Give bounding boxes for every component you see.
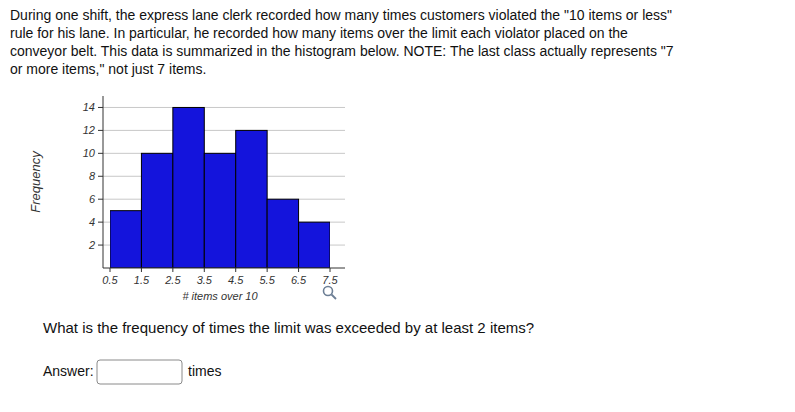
x-tick-label: 7.5 (322, 274, 338, 286)
page: During one shift, the express lane clerk… (0, 0, 795, 412)
zoom-icon[interactable] (324, 287, 337, 300)
intro-line: rule for his lane. In particular, he rec… (10, 25, 628, 41)
chart: 2 4 6 8 10 12 14 0.5 1.5 2.5 3.5 4.5 5.5 6.5 7.5 # item… (28, 96, 345, 302)
x-axis-label: # items over 10 (182, 290, 258, 302)
histogram-bar (110, 211, 141, 268)
y-tick (98, 199, 103, 200)
x-tick (204, 268, 205, 272)
y-tick-label: 6 (89, 193, 96, 205)
histogram-bar (236, 130, 267, 268)
y-tick (98, 222, 103, 223)
answer-input[interactable] (97, 360, 182, 384)
x-tick (267, 268, 268, 272)
zoom-icon-lens (324, 287, 333, 296)
grid-line (103, 130, 345, 131)
y-tick-label: 10 (83, 147, 96, 159)
x-tick-label: 5.5 (259, 274, 275, 286)
x-tick (141, 268, 142, 272)
y-tick (98, 245, 103, 246)
histogram-bar (299, 222, 330, 268)
x-tick (110, 268, 111, 272)
histogram-bar (173, 107, 204, 268)
x-tick-label: 1.5 (134, 274, 150, 286)
background (0, 0, 795, 412)
y-axis-label: Frequency (28, 150, 43, 213)
y-tick (98, 176, 103, 177)
y-tick (98, 130, 103, 131)
intro-line: During one shift, the express lane clerk… (10, 7, 672, 23)
intro-line: or more items," not just 7 items. (10, 61, 206, 77)
histogram-bar (267, 199, 298, 268)
x-tick (298, 268, 299, 272)
x-tick-label: 0.5 (102, 274, 118, 286)
x-tick (235, 268, 236, 272)
x-axis (103, 268, 345, 269)
y-tick-label: 14 (83, 101, 95, 113)
x-tick (172, 268, 173, 272)
y-axis (103, 96, 104, 268)
x-tick-label: 6.5 (291, 274, 307, 286)
histogram-bar (204, 153, 235, 268)
question: What is the frequency of times the limit… (43, 319, 534, 336)
y-tick-label: 4 (89, 216, 95, 228)
y-tick-label: 2 (88, 239, 95, 251)
histogram-bar (141, 153, 172, 268)
answer-unit: times (188, 363, 221, 379)
y-tick (98, 153, 103, 154)
answer-label: Answer: (43, 363, 94, 379)
x-tick (330, 268, 331, 272)
y-tick-label: 8 (89, 170, 96, 182)
y-tick (98, 107, 103, 108)
x-tick-label: 2.5 (164, 274, 181, 286)
grid-line (103, 107, 345, 108)
zoom-icon-handle (332, 295, 337, 300)
intro-line: conveyor belt. This data is summarized i… (10, 43, 674, 59)
bars (110, 107, 330, 268)
x-tick-label: 4.5 (228, 274, 244, 286)
x-tick-label: 3.5 (197, 274, 213, 286)
y-tick-label: 12 (83, 124, 95, 136)
